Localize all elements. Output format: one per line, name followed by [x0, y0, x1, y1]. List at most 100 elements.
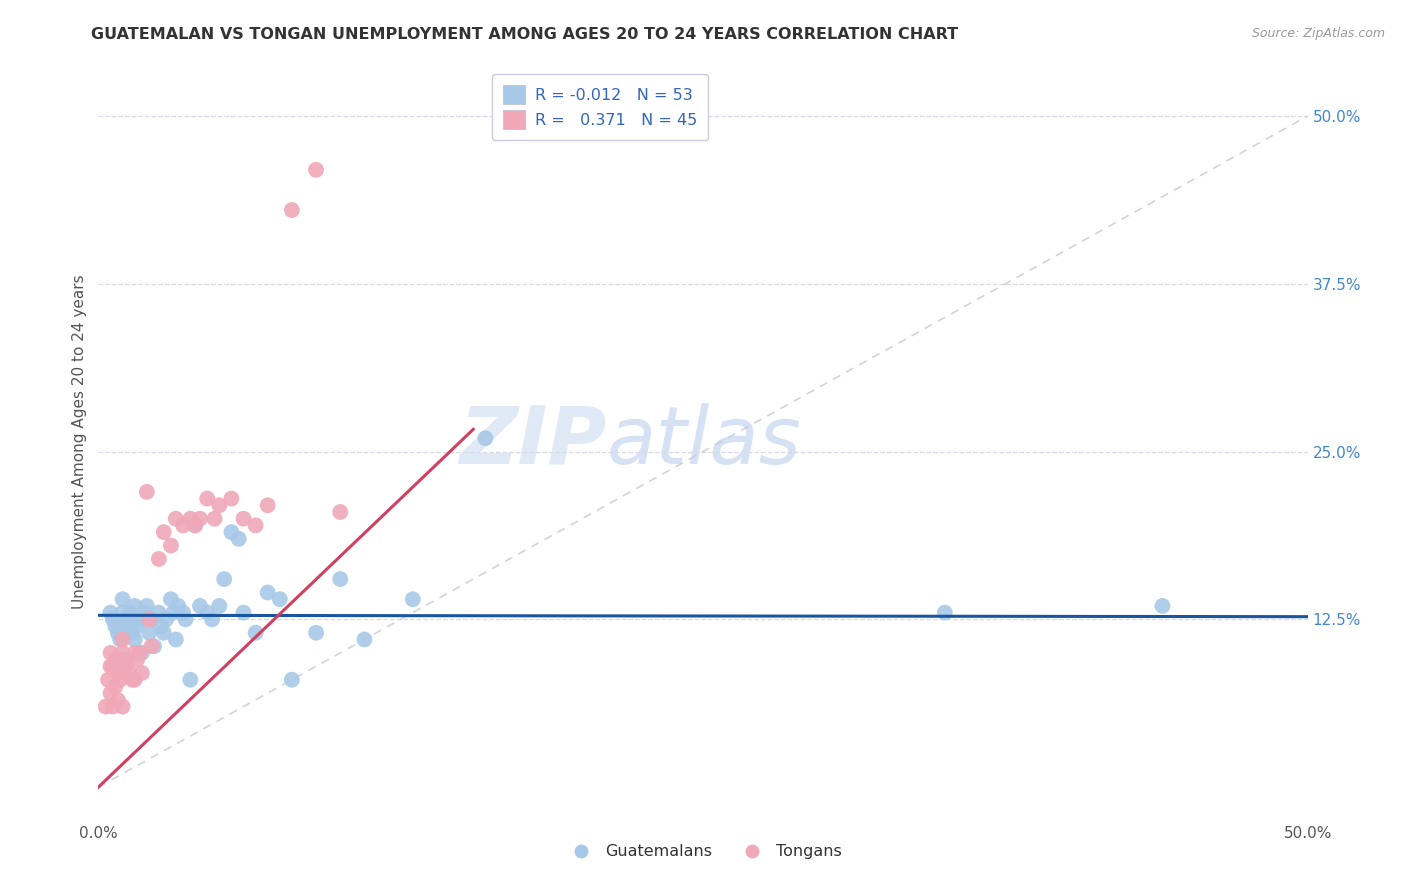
Point: [94, 699, 117, 714]
Point: [329, 505, 352, 519]
Point: [353, 632, 375, 647]
Point: [101, 659, 124, 673]
Point: [114, 612, 136, 626]
Text: Source: ZipAtlas.com: Source: ZipAtlas.com: [1251, 27, 1385, 40]
Point: [124, 646, 146, 660]
Point: [934, 606, 956, 620]
Point: [118, 606, 141, 620]
Point: [143, 639, 166, 653]
Point: [104, 680, 127, 694]
Point: [172, 518, 194, 533]
Point: [179, 512, 201, 526]
Point: [107, 625, 129, 640]
Text: atlas: atlas: [606, 402, 801, 481]
Point: [402, 592, 425, 607]
Point: [221, 491, 243, 506]
Point: [256, 585, 278, 599]
Point: [172, 606, 194, 620]
Point: [228, 532, 250, 546]
Point: [204, 512, 226, 526]
Point: [152, 525, 174, 540]
Point: [232, 512, 254, 526]
Point: [212, 572, 235, 586]
Point: [281, 673, 304, 687]
Point: [155, 612, 177, 626]
Point: [201, 612, 224, 626]
Point: [124, 673, 146, 687]
Point: [134, 606, 156, 620]
Point: [281, 202, 304, 217]
Point: [329, 572, 352, 586]
Point: [111, 632, 134, 647]
Point: [111, 652, 134, 666]
Point: [305, 625, 328, 640]
Point: [121, 673, 143, 687]
Point: [165, 632, 187, 647]
Point: [117, 619, 139, 633]
Point: [97, 673, 120, 687]
Point: [195, 606, 218, 620]
Point: [150, 619, 173, 633]
Point: [111, 592, 134, 607]
Point: [184, 518, 207, 533]
Point: [111, 699, 134, 714]
Y-axis label: Unemployment Among Ages 20 to 24 years: Unemployment Among Ages 20 to 24 years: [72, 274, 87, 609]
Text: GUATEMALAN VS TONGAN UNEMPLOYMENT AMONG AGES 20 TO 24 YEARS CORRELATION CHART: GUATEMALAN VS TONGAN UNEMPLOYMENT AMONG …: [91, 27, 959, 42]
Point: [104, 652, 127, 666]
Point: [208, 599, 231, 613]
Point: [195, 491, 218, 506]
Point: [256, 498, 278, 512]
Point: [128, 612, 150, 626]
Point: [124, 632, 146, 647]
Point: [160, 592, 183, 607]
Point: [305, 162, 328, 177]
Point: [100, 646, 122, 660]
Point: [245, 518, 267, 533]
Point: [117, 652, 139, 666]
Point: [269, 592, 291, 607]
Point: [121, 625, 143, 640]
Point: [108, 632, 131, 647]
Point: [100, 659, 122, 673]
Point: [111, 646, 134, 660]
Point: [111, 606, 134, 620]
Point: [174, 612, 197, 626]
Point: [188, 512, 211, 526]
Point: [188, 599, 211, 613]
Point: [141, 639, 163, 653]
Point: [1152, 599, 1174, 613]
Point: [474, 431, 496, 445]
Point: [179, 673, 201, 687]
Legend: Guatemalans, Tongans: Guatemalans, Tongans: [558, 838, 848, 866]
Point: [114, 659, 136, 673]
Point: [131, 646, 153, 660]
Point: [208, 498, 231, 512]
Point: [138, 625, 160, 640]
Point: [148, 552, 170, 566]
Point: [131, 666, 153, 681]
Point: [160, 539, 183, 553]
Point: [108, 673, 131, 687]
Point: [100, 606, 122, 620]
Point: [127, 652, 149, 666]
Point: [128, 646, 150, 660]
Point: [245, 625, 267, 640]
Point: [135, 484, 157, 499]
Point: [107, 666, 129, 681]
Point: [127, 619, 149, 633]
Point: [221, 525, 243, 540]
Point: [152, 625, 174, 640]
Point: [162, 606, 184, 620]
Point: [141, 612, 163, 626]
Point: [101, 699, 124, 714]
Point: [124, 599, 146, 613]
Point: [118, 666, 141, 681]
Point: [138, 612, 160, 626]
Point: [165, 512, 187, 526]
Point: [100, 686, 122, 700]
Point: [135, 599, 157, 613]
Point: [232, 606, 254, 620]
Point: [101, 612, 124, 626]
Point: [107, 693, 129, 707]
Point: [148, 606, 170, 620]
